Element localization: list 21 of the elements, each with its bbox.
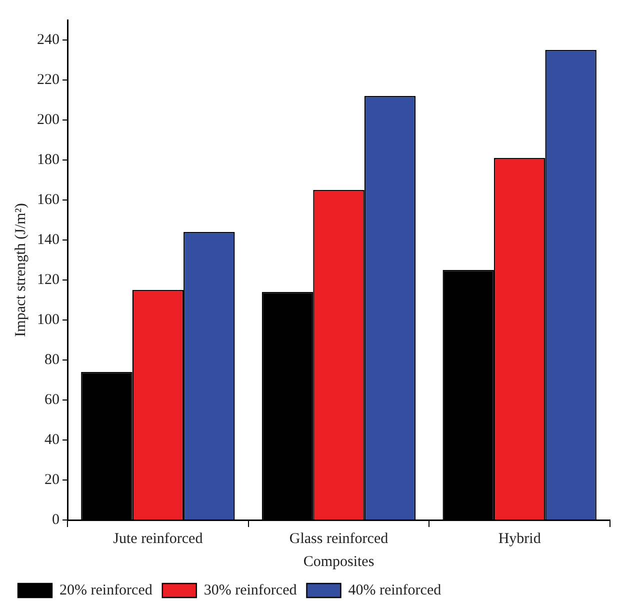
legend-label: 20% reinforced [60,582,153,598]
y-tick-label: 180 [37,152,60,168]
y-axis-title: Impact strength (J/m²) [12,203,29,337]
y-tick-label: 160 [37,192,60,208]
y-tick-label: 80 [44,352,60,368]
legend-label: 30% reinforced [204,582,298,598]
y-tick-label: 60 [44,392,60,408]
y-tick-label: 220 [37,72,60,88]
x-tick-label: Jute reinforced [113,530,204,547]
y-tick-label: 100 [37,312,60,328]
y-tick-label: 240 [37,32,60,48]
y-tick-label: 140 [37,232,60,248]
x-tick-label: Hybrid [498,530,542,547]
y-tick-label: 40 [44,432,60,448]
y-tick-label: 200 [37,112,60,128]
y-tick-label: 120 [37,272,60,288]
y-tick-label: 0 [52,512,60,528]
x-axis-title: Composites [303,554,374,570]
y-tick-label: 20 [44,472,60,488]
x-tick-label: Glass reinforced [289,530,389,547]
legend-label: 40% reinforced [348,582,442,598]
